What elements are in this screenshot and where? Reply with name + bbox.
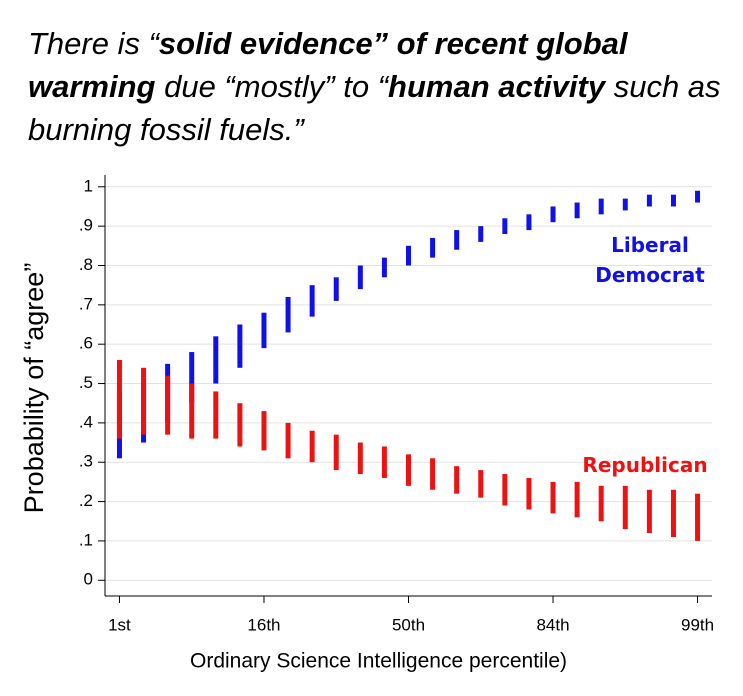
series-label: Republican: [582, 453, 708, 477]
range-bar: [598, 485, 604, 522]
y-tick-label: 0: [84, 570, 93, 589]
x-tick-label: 84th: [536, 615, 569, 634]
range-bar: [670, 194, 676, 207]
range-bar: [309, 285, 315, 317]
range-bar: [406, 454, 411, 486]
title-part: such as burning fossil fuels.”: [28, 69, 721, 147]
x-tick-label: 16th: [247, 615, 280, 634]
y-tick-label: .7: [79, 294, 93, 313]
range-bar: [333, 277, 339, 301]
range-bar: [213, 336, 219, 384]
y-tick-label: .4: [79, 412, 93, 431]
range-bar: [502, 218, 508, 235]
range-bar: [454, 466, 460, 494]
range-bar: [502, 474, 508, 506]
range-bar: [598, 198, 604, 215]
range-bar: [309, 430, 315, 463]
x-tick-label: 99th: [681, 615, 714, 634]
range-bar: [622, 198, 628, 211]
range-bar: [165, 375, 171, 435]
y-tick-label: .9: [79, 216, 93, 235]
range-bar: [381, 257, 387, 278]
title-part: due “mostly” to “: [155, 69, 389, 104]
range-bar: [478, 226, 484, 242]
range-bar: [695, 493, 701, 541]
range-bar: [237, 324, 243, 368]
range-bar: [646, 489, 652, 534]
range-bar: [213, 391, 219, 439]
range-bar: [357, 265, 363, 290]
range-bar: [430, 237, 436, 258]
range-bar: [357, 442, 363, 475]
y-tick-label: .1: [79, 530, 93, 549]
title-part: solid evidence” of recent global warming: [28, 26, 628, 104]
range-bar: [406, 245, 411, 266]
y-tick-label: .3: [79, 452, 93, 471]
range-bar: [526, 214, 532, 231]
range-bar: [574, 481, 580, 518]
range-bar: [454, 230, 460, 250]
range-bar: [261, 312, 267, 349]
range-bar: [116, 359, 122, 439]
y-axis-label: Probability of “agree”: [19, 263, 49, 514]
range-bar: [478, 470, 484, 498]
title-part: human activity: [388, 69, 606, 104]
range-bar: [381, 446, 387, 478]
x-tick-label: 50th: [392, 615, 425, 634]
range-bar: [261, 411, 267, 451]
range-bar: [526, 477, 532, 510]
y-tick-label: .5: [79, 373, 93, 392]
title-part: There is “: [28, 26, 159, 61]
range-bar: [189, 352, 195, 404]
y-tick-label: .8: [79, 255, 93, 274]
x-axis-label: Ordinary Science Intelligence percentile…: [190, 650, 567, 673]
range-bar: [550, 481, 556, 514]
range-bar: [237, 403, 243, 447]
range-bar: [189, 383, 195, 439]
range-bar: [622, 485, 628, 530]
range-bar: [646, 194, 652, 207]
range-bar: [333, 434, 339, 471]
y-tick-label: .2: [79, 491, 93, 510]
range-bar: [285, 296, 291, 333]
range-bar: [670, 489, 676, 537]
range-bar: [550, 206, 556, 223]
x-tick-label: 1st: [108, 615, 131, 634]
chart-title: There is “solid evidence” of recent glob…: [28, 22, 738, 151]
range-bar: [695, 190, 701, 203]
y-tick-label: 1: [84, 176, 93, 195]
range-bar: [574, 202, 580, 219]
range-bar: [430, 458, 436, 490]
series-label: Liberal Democrat: [595, 233, 705, 287]
range-bar: [141, 367, 147, 435]
range-bar: [285, 422, 291, 459]
y-tick-label: .6: [79, 334, 93, 353]
